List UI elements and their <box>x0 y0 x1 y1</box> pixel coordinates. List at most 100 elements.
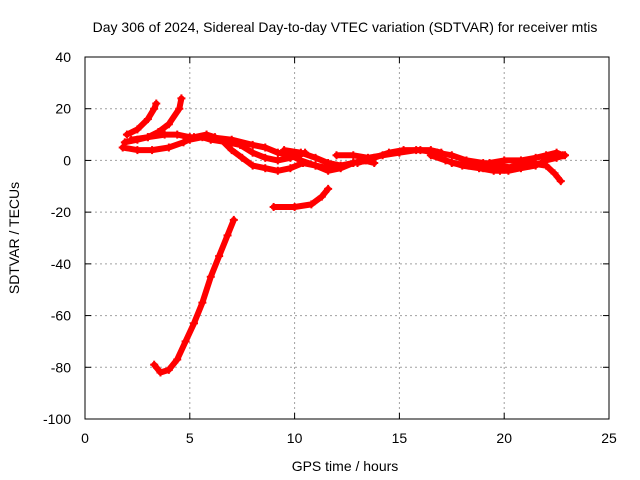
data-point <box>324 159 333 168</box>
y-tick-label: 40 <box>55 49 71 65</box>
data-point <box>122 130 131 139</box>
plot-frame <box>84 56 610 420</box>
data-point <box>311 161 320 170</box>
data-point <box>273 148 282 157</box>
data-point <box>185 135 194 144</box>
y-tick-label: 20 <box>55 101 71 117</box>
data-point <box>273 156 282 165</box>
data-point <box>286 153 295 162</box>
data-point <box>496 166 505 175</box>
data-point <box>261 164 270 173</box>
data-point <box>150 360 159 369</box>
data-point <box>177 94 186 103</box>
data-point <box>148 146 157 155</box>
data-point <box>290 202 299 211</box>
data-point <box>447 151 456 160</box>
data-point <box>516 156 525 165</box>
data-point <box>198 298 207 307</box>
data-point <box>248 161 257 170</box>
data-point <box>332 151 341 160</box>
series-layer <box>118 94 569 377</box>
data-point <box>447 159 456 168</box>
data-point <box>324 166 333 175</box>
data-point <box>353 159 362 168</box>
data-point <box>164 365 173 374</box>
data-point <box>441 156 450 165</box>
data-point <box>206 135 215 144</box>
x-tick-label: 25 <box>601 430 617 446</box>
data-point <box>173 355 182 364</box>
data-point <box>236 140 245 149</box>
data-point <box>286 164 295 173</box>
data-point <box>206 272 215 281</box>
data-point <box>336 161 345 170</box>
data-point <box>261 143 270 152</box>
data-point <box>324 184 333 193</box>
axis-ticks: 0 5 10 15 20 25 -100 -80 -60 -40 -20 0 20 40 <box>43 49 617 446</box>
data-point <box>558 151 567 160</box>
data-point <box>317 192 326 201</box>
data-point <box>269 202 278 211</box>
data-point <box>164 120 173 129</box>
data-point <box>229 215 238 224</box>
data-point <box>552 148 561 157</box>
y-tick-label: -40 <box>51 256 71 272</box>
data-point <box>349 151 358 160</box>
data-point <box>118 143 127 152</box>
data-point <box>181 337 190 346</box>
data-point <box>296 148 305 157</box>
data-point <box>179 138 188 147</box>
data-point <box>198 133 207 142</box>
data-point <box>261 153 270 162</box>
data-point <box>426 151 435 160</box>
data-point <box>542 151 551 160</box>
data-point <box>273 166 282 175</box>
data-point <box>248 140 257 149</box>
data-point <box>156 368 165 377</box>
grid-lines <box>85 57 609 419</box>
data-point <box>217 135 226 144</box>
series-line-arc-8 <box>151 216 237 376</box>
data-point <box>175 104 184 113</box>
x-tick-label: 20 <box>496 430 512 446</box>
series-line-arc-7 <box>270 185 332 210</box>
data-point <box>248 148 257 157</box>
data-point <box>550 169 559 178</box>
data-point <box>542 161 551 170</box>
data-point <box>189 319 198 328</box>
data-point <box>164 143 173 152</box>
data-point <box>307 200 316 209</box>
y-tick-label: -60 <box>51 308 71 324</box>
x-tick-label: 5 <box>186 430 194 446</box>
x-tick-label: 10 <box>287 430 303 446</box>
data-point <box>280 146 289 155</box>
data-point <box>384 148 393 157</box>
data-point <box>311 153 320 162</box>
x-axis-label: GPS time / hours <box>292 458 399 474</box>
data-point <box>223 231 232 240</box>
data-point <box>468 161 477 170</box>
x-tick-label: 15 <box>392 430 408 446</box>
data-point <box>133 125 142 134</box>
data-point <box>150 104 159 113</box>
data-point <box>215 252 224 261</box>
y-tick-label: -80 <box>51 359 71 375</box>
x-tick-label: 0 <box>81 430 89 446</box>
data-point <box>399 146 408 155</box>
y-tick-label: 0 <box>63 152 71 168</box>
data-point <box>500 156 509 165</box>
data-point <box>152 99 161 108</box>
y-axis-label: SDTVAR / TECUs <box>6 182 22 294</box>
data-point <box>127 135 136 144</box>
y-tick-label: -20 <box>51 204 71 220</box>
chart-title: Day 306 of 2024, Sidereal Day-to-day VTE… <box>93 19 598 35</box>
data-point <box>298 159 307 168</box>
data-point <box>485 159 494 168</box>
data-point <box>416 146 425 155</box>
data-point <box>227 146 236 155</box>
data-point <box>133 146 142 155</box>
data-point <box>143 133 152 142</box>
data-point <box>556 177 565 186</box>
data-point <box>238 153 247 162</box>
